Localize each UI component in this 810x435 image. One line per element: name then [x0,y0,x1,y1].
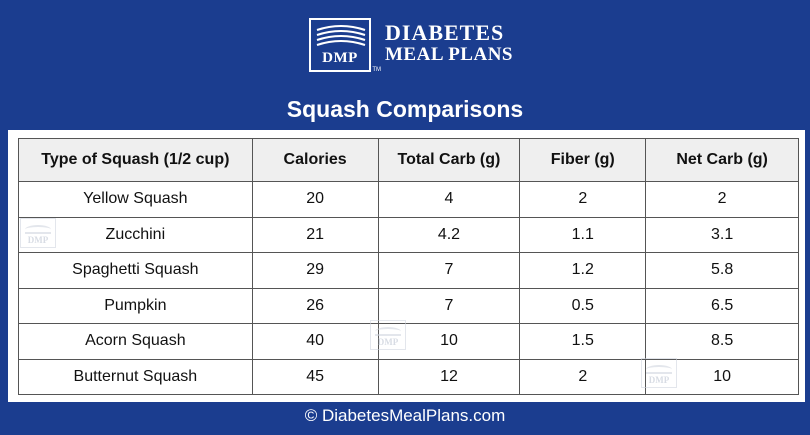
brand-logo: DMP TM DIABETES MEAL PLANS [309,18,513,73]
cell-fiber: 1.2 [519,252,647,289]
cell-total-carb: 7 [377,287,521,324]
table-row: Zucchini 21 4.2 1.1 3.1 [18,216,799,253]
cell-net-carb: 3.1 [645,216,799,253]
cell-type: Zucchini [18,216,253,253]
cell-calories: 26 [251,287,379,324]
cell-net-carb: 10 [645,358,799,395]
cell-type: Yellow Squash [18,181,253,218]
dmp-logo-icon: DMP TM [309,18,381,73]
cell-net-carb: 6.5 [645,287,799,324]
cell-calories: 29 [251,252,379,289]
table-header-row: Type of Squash (1/2 cup) Calories Total … [18,138,799,182]
header-fiber: Fiber (g) [519,138,647,182]
cell-type: Butternut Squash [18,358,253,395]
cell-total-carb: 10 [377,323,521,360]
cell-fiber: 1.1 [519,216,647,253]
cell-net-carb: 8.5 [645,323,799,360]
table-row: Spaghetti Squash 29 7 1.2 5.8 [18,252,799,289]
page-title: Squash Comparisons [286,96,524,122]
squash-comparison-table: Type of Squash (1/2 cup) Calories Total … [18,138,799,395]
logo-mark-text: DMP [322,50,358,66]
table-row: Butternut Squash 45 12 2 10 [18,358,799,395]
cell-calories: 20 [251,181,379,218]
cell-total-carb: 7 [377,252,521,289]
brand-name-line1: DIABETES [385,20,505,45]
table-row: Pumpkin 26 7 0.5 6.5 [18,287,799,324]
cell-type: Spaghetti Squash [18,252,253,289]
cell-fiber: 1.5 [519,323,647,360]
header-calories: Calories [251,138,379,182]
cell-fiber: 2 [519,358,647,395]
header-total-carb: Total Carb (g) [377,138,521,182]
brand-name: DIABETES MEAL PLANS [385,18,513,66]
cell-calories: 21 [251,216,379,253]
header-net-carb: Net Carb (g) [645,138,799,182]
cell-total-carb: 12 [377,358,521,395]
cell-net-carb: 2 [645,181,799,218]
cell-total-carb: 4 [377,181,521,218]
copyright-footer: © DiabetesMealPlans.com [304,406,506,425]
cell-type: Acorn Squash [18,323,253,360]
cell-fiber: 0.5 [519,287,647,324]
wave-icon [316,25,366,46]
cell-type: Pumpkin [18,287,253,324]
table-row: Yellow Squash 20 4 2 2 [18,181,799,218]
cell-calories: 45 [251,358,379,395]
table-row: Acorn Squash 40 10 1.5 8.5 [18,323,799,360]
cell-net-carb: 5.8 [645,252,799,289]
cell-fiber: 2 [519,181,647,218]
cell-total-carb: 4.2 [377,216,521,253]
brand-name-line2: MEAL PLANS [385,44,513,65]
cell-calories: 40 [251,323,379,360]
header-type: Type of Squash (1/2 cup) [18,138,253,182]
table-panel: Type of Squash (1/2 cup) Calories Total … [8,130,805,402]
trademark-symbol: TM [372,67,381,73]
